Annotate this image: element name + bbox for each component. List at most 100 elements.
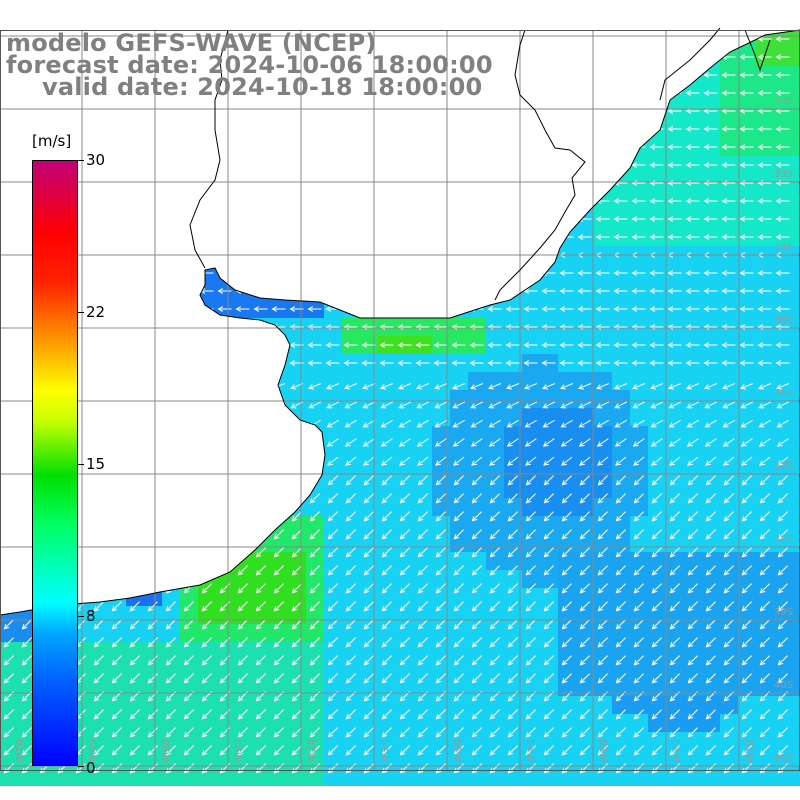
- wind-speed-cell: [792, 750, 800, 768]
- wind-speed-cell: [396, 534, 414, 552]
- wind-speed-cell: [468, 498, 486, 516]
- lon-label: 53W: [597, 739, 608, 762]
- wind-speed-cell: [702, 696, 720, 714]
- wind-arrow: [613, 216, 628, 222]
- wind-speed-cell: [792, 498, 800, 516]
- wind-speed-cell: [702, 750, 720, 768]
- wind-arrow: [775, 72, 790, 78]
- wind-speed-cell: [540, 480, 558, 498]
- wind-speed-cell: [234, 642, 252, 660]
- wind-speed-cell: [648, 750, 666, 768]
- wind-speed-cell: [738, 624, 756, 642]
- wind-speed-cell: [792, 606, 800, 624]
- wind-speed-cell: [396, 642, 414, 660]
- wind-speed-cell: [378, 480, 396, 498]
- wind-arrow: [685, 162, 700, 168]
- wind-speed-cell: [612, 714, 630, 732]
- wind-arrow: [703, 72, 718, 78]
- wind-speed-cell: [738, 426, 756, 444]
- wind-speed-cell: [540, 498, 558, 516]
- wind-speed-cell: [378, 444, 396, 462]
- wind-speed-cell: [576, 570, 594, 588]
- wind-speed-cell: [594, 696, 612, 714]
- wind-speed-cell: [306, 390, 324, 408]
- wind-speed-cell: [630, 732, 648, 750]
- wind-speed-cell: [486, 624, 504, 642]
- wind-speed-cell: [684, 390, 702, 408]
- wind-arrow: [757, 216, 772, 222]
- wind-speed-cell: [468, 696, 486, 714]
- wind-speed-cell: [648, 444, 666, 462]
- wind-speed-cell: [792, 210, 800, 228]
- wind-speed-cell: [630, 534, 648, 552]
- wind-speed-cell: [684, 732, 702, 750]
- wind-arrow: [667, 270, 682, 276]
- wind-speed-cell: [270, 642, 288, 660]
- wind-speed-cell: [414, 390, 432, 408]
- wind-speed-cell: [612, 588, 630, 606]
- wind-speed-cell: [306, 660, 324, 678]
- wind-speed-cell: [738, 498, 756, 516]
- wind-speed-cell: [450, 372, 468, 390]
- wind-speed-cell: [756, 462, 774, 480]
- wind-speed-cell: [702, 444, 720, 462]
- wind-speed-cell: [792, 732, 800, 750]
- wind-speed-cell: [684, 372, 702, 390]
- wind-speed-cell: [306, 516, 324, 534]
- wind-speed-cell: [648, 552, 666, 570]
- wind-arrow: [649, 270, 664, 276]
- wind-arrow: [775, 216, 790, 222]
- wind-speed-cell: [738, 606, 756, 624]
- colorbar-tick-label: 8: [86, 607, 96, 625]
- wind-speed-cell: [324, 516, 342, 534]
- wind-arrow: [721, 198, 736, 204]
- wind-speed-cell: [684, 642, 702, 660]
- wind-speed-cell: [378, 660, 396, 678]
- wind-speed-cell: [324, 552, 342, 570]
- wind-speed-cell: [0, 714, 18, 732]
- wind-speed-cell: [216, 642, 234, 660]
- wind-speed-cell: [522, 624, 540, 642]
- wind-speed-cell: [324, 534, 342, 552]
- wind-speed-cell: [324, 714, 342, 732]
- wind-speed-cell: [342, 426, 360, 444]
- wind-speed-cell: [360, 570, 378, 588]
- wind-speed-cell: [504, 642, 522, 660]
- wind-speed-cell: [360, 714, 378, 732]
- wind-speed-cell: [342, 372, 360, 390]
- wind-speed-cell: [468, 660, 486, 678]
- wind-speed-cell: [486, 552, 504, 570]
- wind-speed-cell: [144, 642, 162, 660]
- wind-arrow: [703, 162, 718, 168]
- wind-speed-cell: [288, 624, 306, 642]
- wind-speed-cell: [576, 462, 594, 480]
- wind-speed-cell: [378, 714, 396, 732]
- wind-speed-cell: [252, 624, 270, 642]
- wind-speed-cell: [360, 480, 378, 498]
- wind-speed-cell: [504, 552, 522, 570]
- wind-speed-cell: [756, 642, 774, 660]
- wind-speed-cell: [738, 480, 756, 498]
- wind-speed-cell: [792, 264, 800, 282]
- wind-speed-cell: [324, 642, 342, 660]
- wind-speed-cell: [792, 768, 800, 786]
- colorbar-tickmark: [78, 312, 84, 313]
- wind-speed-cell: [540, 588, 558, 606]
- wind-speed-cell: [720, 660, 738, 678]
- wind-arrow: [757, 54, 772, 60]
- wind-speed-cell: [180, 588, 198, 606]
- wind-speed-cell: [216, 732, 234, 750]
- wind-speed-cell: [756, 606, 774, 624]
- wind-speed-cell: [198, 660, 216, 678]
- wind-speed-cell: [774, 624, 792, 642]
- wind-speed-cell: [288, 660, 306, 678]
- wind-arrow: [775, 198, 790, 204]
- wind-speed-cell: [648, 606, 666, 624]
- wind-speed-cell: [126, 750, 144, 768]
- wind-speed-cell: [558, 570, 576, 588]
- wind-arrow: [631, 198, 646, 204]
- wind-speed-cell: [720, 372, 738, 390]
- wind-arrow: [703, 180, 718, 186]
- wind-speed-cell: [594, 624, 612, 642]
